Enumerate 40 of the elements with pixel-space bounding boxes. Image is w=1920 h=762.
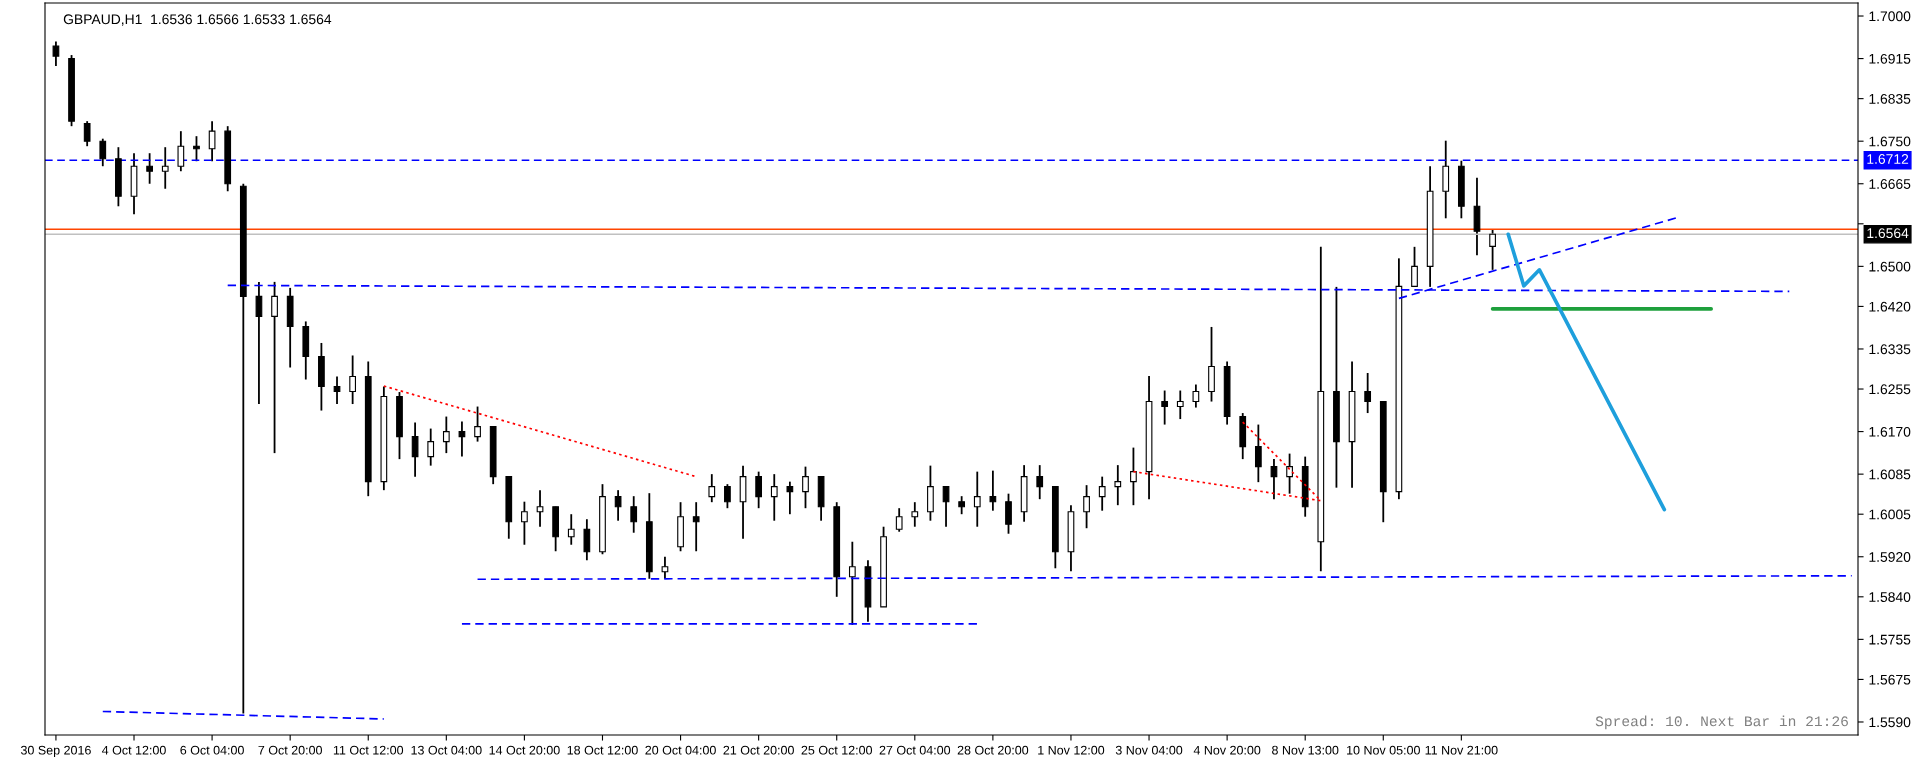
x-tick-label: 1 Nov 12:00 <box>1038 745 1105 755</box>
y-tick-label: 1.6255 <box>1869 384 1911 395</box>
y-tick-label: 1.6170 <box>1869 426 1911 437</box>
y-tick-label: 1.6665 <box>1869 179 1911 189</box>
y-tick-label: 1.6420 <box>1869 301 1911 312</box>
y-tick-label: 1.6005 <box>1869 509 1911 520</box>
x-tick-label: 25 Oct 12:00 <box>801 745 873 755</box>
y-tick-label: 1.5675 <box>1869 674 1911 685</box>
y-tick-label: 1.6085 <box>1869 469 1911 480</box>
x-tick-label: 7 Oct 20:00 <box>258 745 322 755</box>
x-tick-label: 4 Nov 20:00 <box>1193 745 1261 755</box>
text: GBPAUD,H1 1.6536 1.6566 1.6533 1.6564 <box>63 14 332 26</box>
x-tick-label: 3 Nov 04:00 <box>1115 745 1183 755</box>
x-tick-label: 8 Nov 13:00 <box>1272 745 1339 755</box>
x-tick-label: 30 Sep 2016 <box>20 745 91 758</box>
annotation: Spread: 10. Next Bar in 21:26 <box>1595 715 1848 730</box>
y-tick-label: 1.7000 <box>1869 11 1911 22</box>
y-tick-label: 1.5590 <box>1869 717 1911 728</box>
x-tick-label: 28 Oct 20:00 <box>957 745 1029 755</box>
y-tick-label: 1.5920 <box>1869 552 1911 562</box>
ref-line-label: 1.6564 <box>1867 228 1909 239</box>
x-tick-label: 11 Oct 12:00 <box>333 745 404 755</box>
y-tick-label: 1.6500 <box>1869 261 1911 272</box>
y-tick-label: 1.6335 <box>1869 344 1911 355</box>
x-tick-label: 18 Oct 12:00 <box>567 745 638 755</box>
x-tick-label: 20 Oct 04:00 <box>645 745 716 755</box>
y-tick-label: 1.6915 <box>1869 53 1911 64</box>
y-tick-label: 1.6835 <box>1869 93 1911 104</box>
x-tick-label: 27 Oct 04:00 <box>879 745 951 755</box>
x-tick-label: 21 Oct 20:00 <box>723 745 794 755</box>
ref-line-label: 1.6712 <box>1867 154 1909 164</box>
x-tick-label: 10 Nov 05:00 <box>1347 745 1420 755</box>
x-tick-label: 6 Oct 04:00 <box>180 745 244 755</box>
x-tick-label: 14 Oct 20:00 <box>489 745 560 755</box>
x-tick-label: 4 Oct 12:00 <box>101 745 166 755</box>
x-tick-label: 11 Nov 21:00 <box>1425 745 1498 755</box>
y-tick-label: 1.6750 <box>1869 136 1911 147</box>
y-tick-label: 1.5755 <box>1869 634 1911 645</box>
y-tick-label: 1.5840 <box>1869 592 1911 602</box>
x-tick-label: 13 Oct 04:00 <box>411 745 482 755</box>
